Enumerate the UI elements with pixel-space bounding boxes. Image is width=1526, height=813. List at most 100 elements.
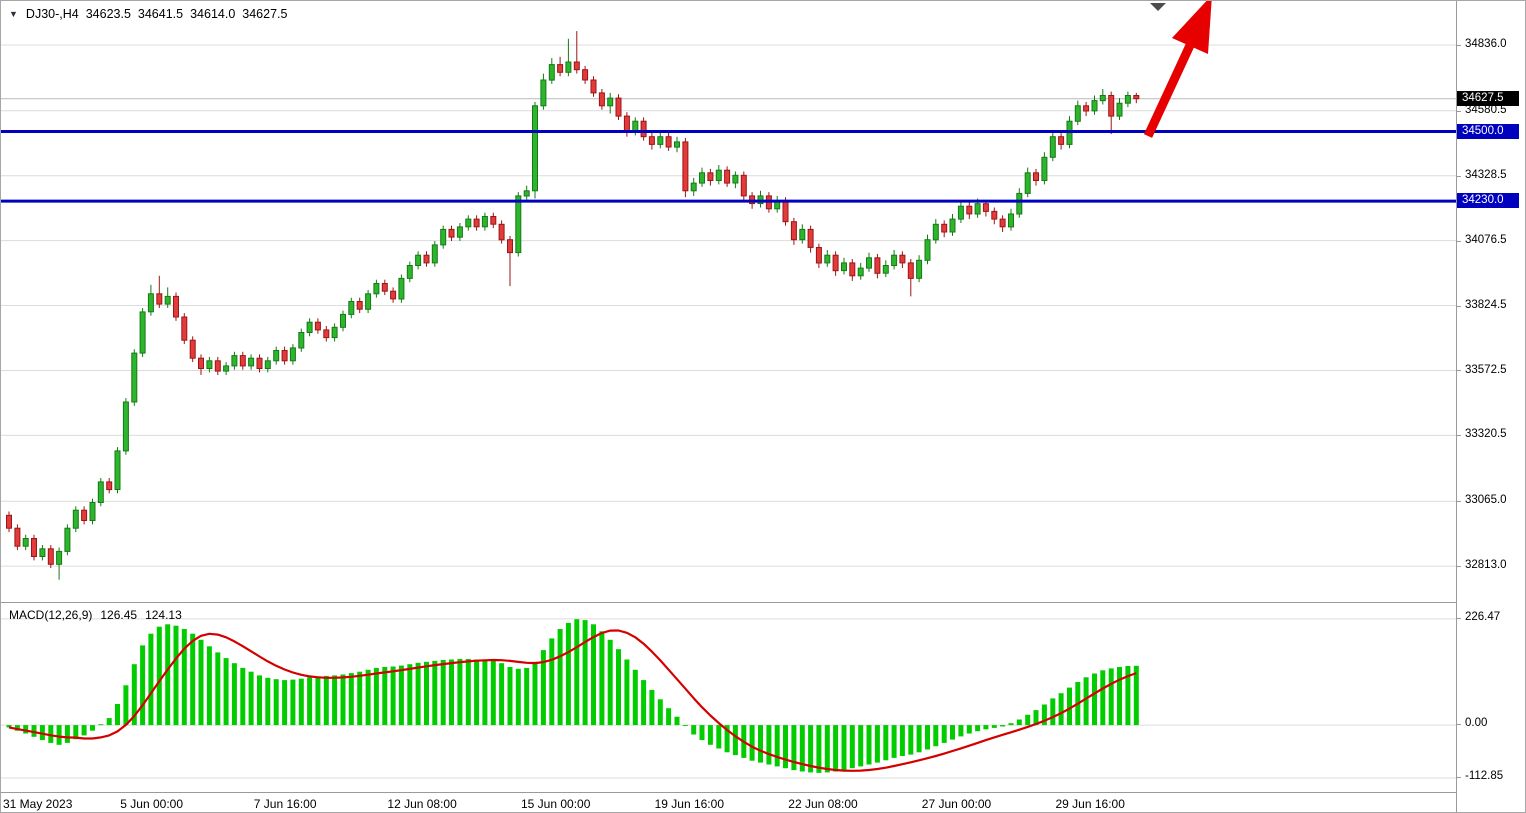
- candle: [857, 267, 864, 277]
- candle: [97, 481, 104, 503]
- macd-indicator-label: MACD(12,26,9) 126.45 124.13: [9, 608, 182, 622]
- candle: [1008, 213, 1014, 228]
- time-axis-label: 7 Jun 16:00: [253, 797, 317, 811]
- candle: [214, 360, 221, 372]
- symbol-timeframe-label: DJ30-,H4: [25, 7, 79, 21]
- candle: [548, 64, 555, 81]
- candle: [365, 293, 372, 310]
- candle: [699, 172, 705, 184]
- axis-tick-mark: [1457, 566, 1461, 567]
- axis-tick-mark: [1457, 501, 1461, 502]
- support-resistance-lines[interactable]: [1, 130, 1456, 203]
- candle: [131, 352, 138, 403]
- candle: [866, 257, 872, 269]
- macd-tick-label: 226.47: [1465, 610, 1501, 623]
- candle: [790, 221, 797, 241]
- trend-arrow-icon[interactable]: [1143, 1, 1212, 138]
- candle: [281, 350, 288, 362]
- macd-panel[interactable]: MACD(12,26,9) 126.45 124.13: [1, 602, 1456, 792]
- candle: [223, 365, 230, 372]
- candle: [949, 218, 956, 233]
- candle: [473, 218, 480, 228]
- candle: [331, 326, 338, 339]
- candle: [106, 481, 113, 491]
- quote-low: 34614.0: [190, 7, 236, 21]
- candle: [164, 295, 171, 305]
- candle: [1116, 102, 1123, 117]
- candle: [139, 311, 146, 354]
- candle: [198, 357, 204, 370]
- candle: [707, 172, 714, 182]
- candle: [373, 283, 380, 295]
- candle: [498, 223, 505, 241]
- candle: [273, 350, 280, 362]
- candle: [916, 259, 923, 279]
- candle: [732, 174, 739, 184]
- candle: [289, 347, 296, 362]
- candle: [640, 120, 647, 138]
- candle: [181, 316, 188, 341]
- candle: [590, 79, 597, 94]
- candle: [841, 262, 847, 272]
- candle: [674, 141, 680, 148]
- candle: [239, 355, 246, 367]
- price-tick-label: 33320.5: [1465, 428, 1507, 441]
- candle: [306, 321, 313, 334]
- chart-header: ▼ DJ30-,H4 34623.5 34641.5 34614.0 34627…: [9, 7, 287, 21]
- candle: [248, 357, 255, 367]
- candle: [815, 247, 822, 264]
- price-tick-label: 34836.0: [1465, 38, 1507, 50]
- candle: [298, 332, 305, 349]
- candle: [114, 450, 121, 490]
- candle: [899, 254, 906, 264]
- candle: [665, 136, 672, 148]
- level-price-label[interactable]: 34500.0: [1457, 123, 1519, 139]
- main-chart-svg[interactable]: [1, 1, 1456, 602]
- candle: [147, 293, 154, 313]
- candle: [582, 69, 589, 81]
- macd-tick-label: -112.85: [1465, 770, 1504, 782]
- candle: [72, 509, 79, 529]
- candle: [1091, 100, 1098, 112]
- candle: [607, 97, 614, 107]
- candle: [623, 115, 630, 133]
- candle: [314, 321, 321, 331]
- candle: [156, 293, 163, 305]
- candle: [657, 136, 664, 145]
- candle: [523, 190, 530, 197]
- candle: [1133, 95, 1140, 100]
- price-tick-label: 33572.5: [1465, 363, 1507, 376]
- chart-shift-marker-icon[interactable]: [1150, 3, 1166, 11]
- axis-tick-mark: [1457, 618, 1461, 619]
- candle: [991, 210, 998, 220]
- quote-close: 34627.5: [242, 7, 288, 21]
- candle: [231, 355, 238, 367]
- candle: [807, 228, 814, 248]
- axis-tick-mark: [1457, 306, 1461, 307]
- time-axis-label: 19 Jun 16:00: [654, 797, 724, 811]
- price-axis[interactable]: 34836.0 34580.5 34328.5 34076.5 33824.5 33572…: [1456, 1, 1525, 812]
- price-chart-panel[interactable]: ▼ DJ30-,H4 34623.5 34641.5 34614.0 34627…: [1, 1, 1456, 602]
- candle: [540, 79, 547, 107]
- time-axis[interactable]: 31 May 2023 5 Jun 00:00 7 Jun 16:00 12 Jun …: [1, 792, 1456, 812]
- candle: [974, 203, 981, 215]
- candle: [189, 339, 196, 359]
- candle: [907, 262, 914, 279]
- candle: [448, 228, 455, 238]
- symbol-dropdown-icon[interactable]: ▼: [9, 9, 18, 19]
- candle: [173, 295, 179, 318]
- candle: [799, 228, 806, 241]
- macd-chart-svg[interactable]: [1, 603, 1456, 792]
- candle: [932, 223, 939, 241]
- candle: [340, 313, 346, 328]
- candle: [966, 205, 973, 215]
- level-price-label[interactable]: 34230.0: [1457, 193, 1519, 209]
- time-axis-label: 27 Jun 00:00: [921, 797, 992, 811]
- candle: [47, 548, 54, 565]
- candle: [14, 527, 21, 547]
- candle: [1058, 136, 1065, 145]
- candle: [690, 182, 697, 192]
- axis-tick-mark: [1457, 45, 1461, 46]
- candle: [356, 301, 363, 310]
